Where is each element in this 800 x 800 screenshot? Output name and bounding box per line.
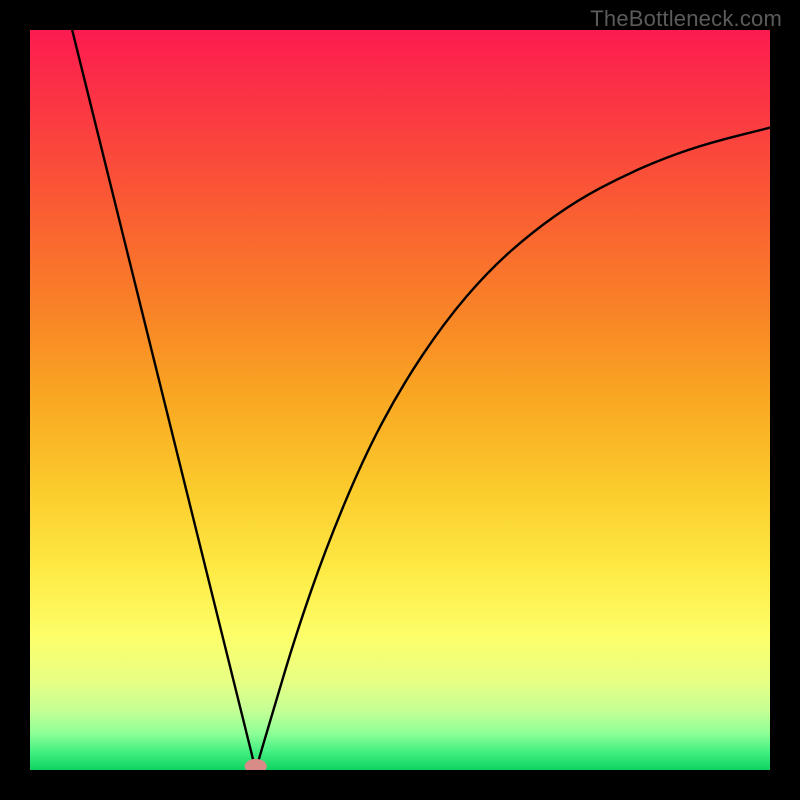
chart-container: TheBottleneck.com <box>0 0 800 800</box>
bottleneck-curve-chart <box>30 30 770 770</box>
plot-area <box>30 30 770 770</box>
watermark-text: TheBottleneck.com <box>590 6 782 32</box>
gradient-background <box>30 30 770 770</box>
